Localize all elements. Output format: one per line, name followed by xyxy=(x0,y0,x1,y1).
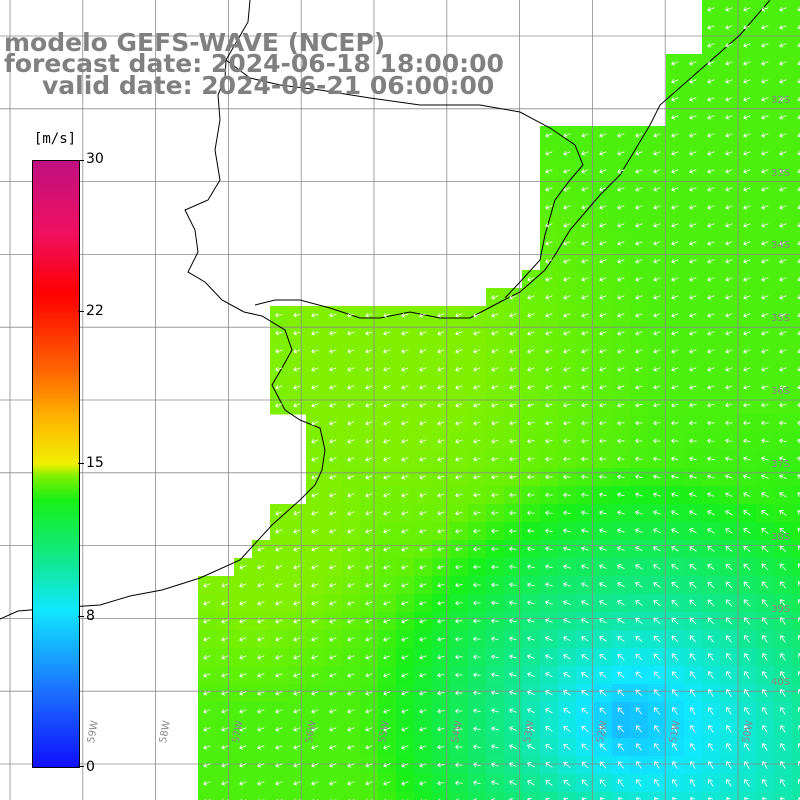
colorbar xyxy=(32,160,80,768)
lat-label-36s: 36S xyxy=(771,386,791,397)
lat-label-35s: 35S xyxy=(771,313,791,324)
lat-label-40s: 40S xyxy=(771,677,791,688)
colorbar-tick-0: 0 xyxy=(86,759,95,775)
lat-label-33s: 33S xyxy=(771,168,791,179)
lat-label-39s: 39S xyxy=(771,604,791,615)
lat-label-32s: 32S xyxy=(771,95,791,106)
lat-label-34s: 34S xyxy=(771,240,791,251)
wind-arrows xyxy=(203,7,800,800)
colorbar-tick-8: 8 xyxy=(86,608,95,624)
model-title: modelo GEFS-WAVE (NCEP) xyxy=(4,28,386,57)
lat-label-38s: 38S xyxy=(771,532,791,543)
colorbar-tick-30: 30 xyxy=(86,151,104,167)
colorbar-tick-15: 15 xyxy=(86,455,104,471)
colorbar-tick-22: 22 xyxy=(86,303,104,319)
lat-label-37s: 37S xyxy=(771,459,791,470)
coastline xyxy=(0,0,771,620)
colorbar-unit: [m/s] xyxy=(33,131,77,147)
forecast-date: forecast date: 2024-06-18 18:00:00 xyxy=(4,49,504,78)
valid-date: valid date: 2024-06-21 06:00:00 xyxy=(42,71,495,100)
